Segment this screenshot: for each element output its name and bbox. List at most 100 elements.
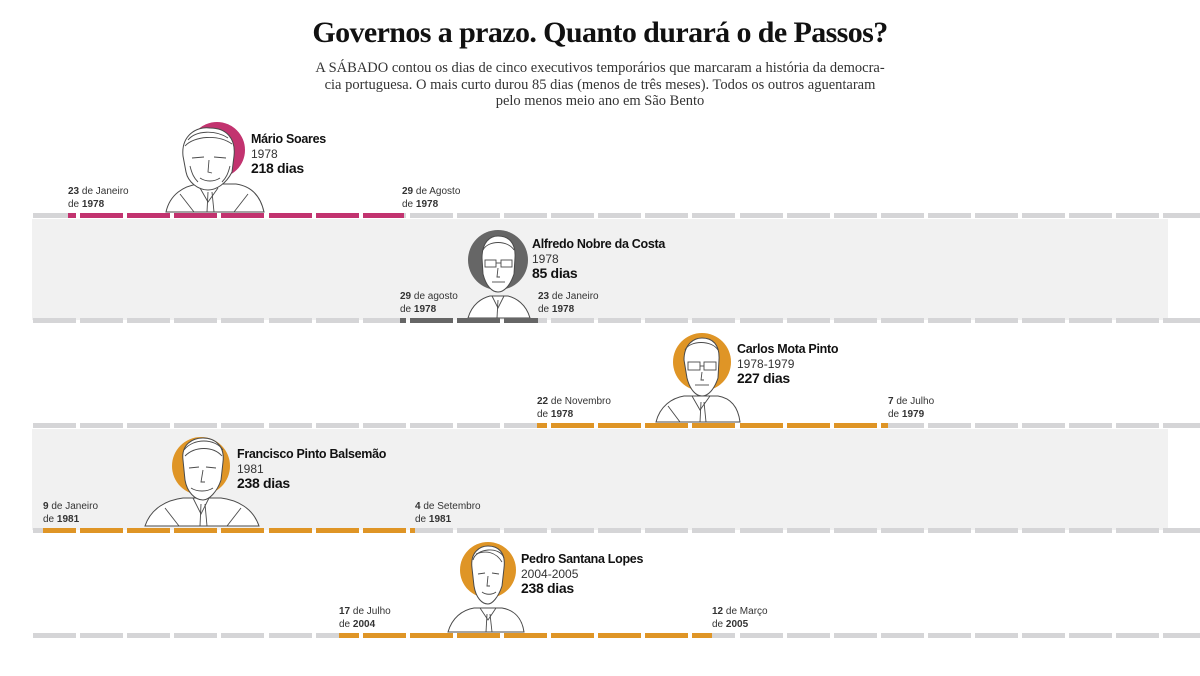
timeline-segment-active: [127, 528, 171, 533]
timeline-segment: [551, 213, 595, 218]
timeline-segment: [927, 423, 971, 428]
timeline-segment: [786, 528, 830, 533]
timeline-segment: [174, 633, 218, 638]
timeline-segment: [975, 633, 1018, 638]
timeline-segment: [1163, 318, 1200, 323]
person-years: 1978: [251, 147, 278, 161]
person-days: 85 dias: [532, 265, 578, 281]
timeline-segment: [975, 213, 1018, 218]
timeline-segment: [1116, 633, 1160, 638]
timeline-bar: [0, 423, 1200, 431]
start-date: 29 de agosto de 1978: [400, 290, 458, 316]
timeline-segment-active: [880, 423, 888, 428]
timeline-segment: [645, 213, 689, 218]
timeline-segment: [174, 318, 218, 323]
date-year: 1981: [428, 514, 452, 525]
timeline-segment-active: [551, 633, 595, 638]
timeline-segment: [1163, 633, 1200, 638]
timeline-segment: [221, 633, 265, 638]
start-date: 9 de Janeiro de 1981: [43, 500, 98, 526]
timeline-segment-active: [221, 213, 265, 218]
date-day: 22: [537, 396, 549, 407]
timeline-segment-active: [504, 633, 547, 638]
person-name: Francisco Pinto Balsemão: [237, 447, 387, 461]
date-prefix: de: [537, 409, 551, 420]
end-date: 23 de Janeiro de 1978: [538, 290, 599, 316]
timeline-segment-active: [456, 318, 500, 323]
end-date: 29 de Agosto de 1978: [402, 185, 460, 211]
timeline-segment: [221, 318, 265, 323]
start-date: 23 de Janeiro de 1978: [68, 185, 129, 211]
end-date: 12 de Março de 2005: [712, 605, 768, 631]
timeline-segment: [315, 423, 359, 428]
page-title: Governos a prazo. Quanto durará o de Pas…: [312, 16, 888, 49]
date-prefix: de: [339, 619, 353, 630]
timeline-segment-active: [221, 528, 265, 533]
timeline-segment-active: [786, 423, 830, 428]
timeline-segment: [1116, 213, 1160, 218]
timeline-bar: [0, 213, 1200, 221]
timeline-segment: [456, 423, 500, 428]
carlos-mota-pinto-portrait: [655, 333, 741, 423]
timeline-segment: [33, 423, 76, 428]
date-prefix: de: [888, 409, 902, 420]
date-month: de Julho: [893, 396, 935, 407]
timeline-segment-active: [409, 633, 453, 638]
timeline-segment-active: [268, 528, 312, 533]
timeline-segment-active: [80, 528, 124, 533]
intro-line: A SÁBADO contou os dias de cinco executi…: [315, 60, 885, 76]
timeline-segment: [927, 528, 971, 533]
timeline-segment: [975, 528, 1018, 533]
timeline-segment: [833, 213, 877, 218]
timeline-segment-active: [127, 213, 171, 218]
timeline-segment: [1022, 528, 1066, 533]
date-year: 1978: [550, 409, 574, 420]
background-band: [32, 219, 1168, 320]
date-year: 1978: [415, 199, 439, 210]
timeline-bar: [0, 633, 1200, 641]
timeline-segment: [33, 633, 76, 638]
date-day: 7: [888, 396, 894, 407]
pedro-santana-lopes-portrait: [447, 542, 525, 633]
date-month: de Novembro: [548, 396, 611, 407]
timeline-segment: [315, 318, 359, 323]
person-name: Mário Soares: [251, 132, 326, 146]
timeline-segment: [880, 213, 924, 218]
timeline-segment: [1116, 528, 1160, 533]
timeline-segment: [645, 318, 689, 323]
timeline-segment: [880, 423, 924, 428]
alfredo-nobre-da-costa-portrait: [467, 230, 531, 319]
person-days: 227 dias: [737, 370, 790, 386]
date-year: 1981: [56, 514, 80, 525]
timeline-segment-active: [409, 528, 415, 533]
timeline-segment: [739, 633, 783, 638]
timeline-segment: [880, 528, 924, 533]
timeline-segment: [1069, 633, 1113, 638]
timeline-segment-active: [645, 423, 689, 428]
timeline-segment: [362, 318, 406, 323]
person-years: 2004-2005: [521, 567, 579, 581]
timeline-segment-active: [598, 633, 642, 638]
person-name: Pedro Santana Lopes: [521, 552, 644, 566]
timeline-segment: [551, 318, 595, 323]
date-month: de Março: [723, 606, 768, 617]
timeline-segment: [1116, 423, 1160, 428]
end-date: 4 de Setembro de 1981: [415, 500, 481, 526]
timeline-segment: [268, 318, 312, 323]
timeline-segment: [1069, 318, 1113, 323]
timeline-segment: [80, 423, 124, 428]
timeline-segment: [1022, 213, 1066, 218]
intro-line: pelo menos meio ano em São Bento: [495, 93, 705, 109]
timeline-segment: [645, 528, 689, 533]
date-month: de Agosto: [413, 186, 461, 197]
timeline-segment-active: [692, 423, 736, 428]
timeline-segment: [833, 318, 877, 323]
date-prefix: de: [400, 304, 414, 315]
timeline-segment: [833, 528, 877, 533]
timeline-segment: [504, 528, 547, 533]
person-name: Carlos Mota Pinto: [737, 342, 839, 356]
person-days: 218 dias: [251, 160, 304, 176]
timeline-segment: [174, 423, 218, 428]
intro-line: cia portuguesa. O mais curto durou 85 di…: [324, 76, 876, 93]
timeline-segment-active: [315, 213, 359, 218]
